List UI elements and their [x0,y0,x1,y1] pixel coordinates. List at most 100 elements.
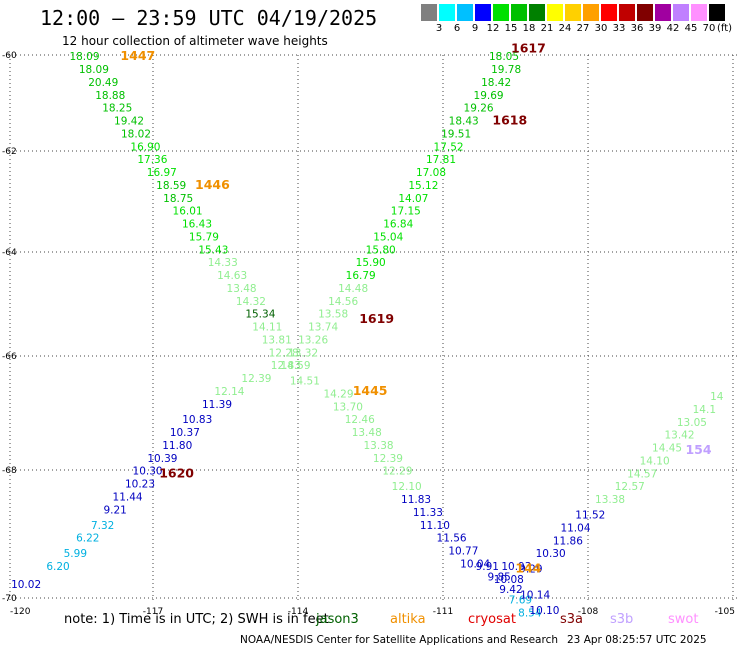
wave-height-label: 16.79 [346,270,376,282]
wave-height-label: 15.43 [198,244,228,256]
legend-swatch [691,4,708,21]
lat-tick-label: -68 [2,466,17,476]
wave-height-points: 18.0918.0920.4918.8818.2519.4218.0216.90… [11,51,724,619]
wave-height-label: 18.09 [79,64,109,76]
wave-height-label: 10.83 [182,414,212,426]
lat-tick-label: -70 [2,594,17,604]
wave-height-label: 11.04 [560,522,590,534]
wave-height-label: 18.09 [69,51,99,63]
wave-height-label: 16.01 [173,206,203,218]
wave-height-label: 11.10 [420,520,450,532]
lon-tick-label: -117 [143,607,163,617]
wave-height-label: 19.51 [441,128,471,140]
wave-height-label: 14.45 [652,443,682,455]
satellite-swot: swot [668,612,699,627]
wave-height-label: 16.97 [147,167,177,179]
wave-height-label: 14.56 [328,296,358,308]
wave-height-label: 15.12 [408,180,438,192]
wave-height-label: 6.20 [46,561,69,573]
wave-height-label: 9.85 [487,571,510,583]
satellite-cryosat: cryosat [468,612,516,627]
wave-height-label: 10.14 [520,589,550,601]
wave-height-label: 13.48 [352,427,382,439]
wave-height-label: 17.15 [391,206,421,218]
wave-height-label: 13.05 [677,417,707,429]
wave-height-label: 15.79 [189,231,219,243]
legend-swatch [601,4,618,21]
legend-swatch [439,4,456,21]
satellite-s3b: s3b [610,612,634,627]
legend-swatch [547,4,564,21]
legend-label: 12 [486,23,500,34]
wave-height-label: 18.02 [121,128,151,140]
wave-height-label: 19.26 [464,103,494,115]
legend-swatch [655,4,672,21]
legend-label: 45 [684,23,698,34]
lat-tick-label: -64 [2,248,17,258]
lat-tick-label: -66 [2,352,17,362]
wave-height-label: 12.39 [373,453,403,465]
wave-height-label: 15.80 [366,244,396,256]
wave-height-label: 11.83 [401,494,431,506]
lon-tick-label: -114 [288,607,309,617]
wave-height-label: 18.43 [449,116,479,128]
wave-height-label: 18.25 [102,103,132,115]
wave-height-label: 6.22 [76,533,99,545]
wave-height-label: 18.88 [95,90,125,102]
pass-labels: 1447 1617 1618 1446 1619 1445 1620 144 154 [120,40,711,575]
legend-label: 18 [522,23,536,34]
wave-height-label: 13.38 [364,440,394,452]
pass-number-label: 1445 [353,383,388,398]
wave-height-label: 12.14 [214,386,244,398]
map-subtitle: 12 hour collection of altimeter wave hei… [62,34,328,48]
wave-height-label: 9.42 [499,584,522,596]
pass-number-label: 1618 [492,113,527,128]
wave-height-label: 18.59 [156,180,186,192]
legend-swatch [709,4,726,21]
wave-height-label: 10.02 [11,579,41,591]
wave-height-label: 18.75 [163,193,193,205]
pass-number-label: 1447 [120,48,155,63]
wave-height-label: 15.34 [245,309,275,321]
pass-number-label: 1620 [159,465,194,480]
legend-label: 39 [648,23,662,34]
wave-height-label: 16.90 [130,141,160,153]
wave-height-label: 5.99 [64,548,87,560]
wave-height-label: 7.32 [91,520,114,532]
wave-height-label: 13.38 [595,494,625,506]
wave-height-label: 12.29 [382,466,412,478]
wave-height-label: 19.69 [474,90,504,102]
wave-height-label: 11.33 [413,507,443,519]
wave-height-label: 10.37 [170,427,200,439]
legend-label: 24 [558,23,572,34]
credit-line: NOAA/NESDIS Center for Satellite Applica… [240,634,558,646]
wave-height-label: 13.32 [288,347,318,359]
wave-height-label: 13.70 [333,401,363,413]
wave-height-label: 10.10 [529,605,559,617]
map-grid: -60 -62 -64 -66 -68 -70 -120 -117 -114 -111 -108 -1… [2,51,738,617]
satellite-altika: altika [390,612,426,627]
wave-height-label: 11.56 [437,533,467,545]
lat-tick-label: -62 [2,147,17,157]
wave-height-label: 12.28 [269,347,299,359]
lon-tick-label: -108 [578,607,599,617]
legend-swatch [565,4,582,21]
wave-height-label: 17.08 [416,167,446,179]
legend-swatch [673,4,690,21]
wave-height-label: 14.57 [627,468,657,480]
wave-height-label: 8.54 [518,607,542,619]
wave-height-label: 15.90 [356,257,386,269]
wave-height-label: 14.33 [208,257,238,269]
wave-height-label: 10.08 [494,574,524,586]
legend-swatch [511,4,528,21]
legend-swatch [457,4,474,21]
pass-number-label: 1617 [511,40,546,55]
wave-height-label: 11.52 [575,510,605,522]
wave-height-label: 17.81 [426,154,456,166]
legend-swatch [475,4,492,21]
wave-height-label: 11.44 [113,491,143,503]
wave-height-label: 9.91 [476,561,499,573]
lon-tick-label: -105 [715,607,735,617]
map-title: 12:00 – 23:59 UTC 04/19/2025 [40,6,378,30]
wave-height-label: 10.39 [147,453,177,465]
